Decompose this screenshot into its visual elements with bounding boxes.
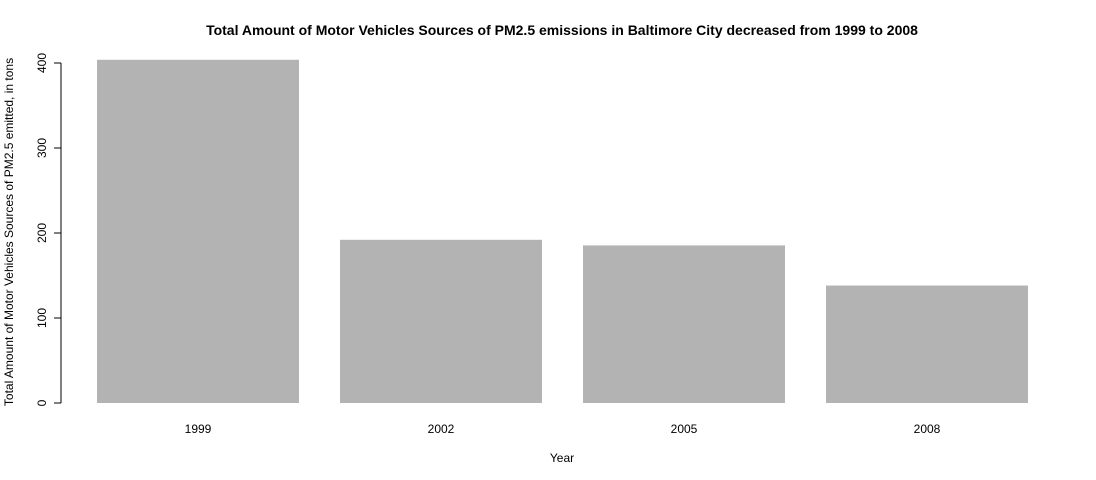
y-tick-label: 400 <box>35 53 49 73</box>
chart-title: Total Amount of Motor Vehicles Sources o… <box>206 22 918 38</box>
x-tick-label: 2002 <box>428 422 455 436</box>
bar-2002 <box>340 239 542 403</box>
bar-2008 <box>826 285 1028 403</box>
y-axis-label: Total Amount of Motor Vehicles Sources o… <box>2 58 16 406</box>
x-axis-label: Year <box>550 451 574 465</box>
x-tick-label: 2008 <box>914 422 941 436</box>
bars <box>97 59 1028 404</box>
y-tick-label: 100 <box>35 308 49 328</box>
y-tick-label: 200 <box>35 223 49 243</box>
y-tick-label: 300 <box>35 138 49 158</box>
y-axis: 0 100 200 300 400 <box>35 53 62 406</box>
x-tick-labels: 1999 2002 2005 2008 <box>185 422 941 436</box>
y-tick-label: 0 <box>35 399 49 406</box>
x-tick-label: 2005 <box>671 422 698 436</box>
x-tick-label: 1999 <box>185 422 212 436</box>
bar-2005 <box>583 245 785 403</box>
bar-1999 <box>97 59 299 404</box>
